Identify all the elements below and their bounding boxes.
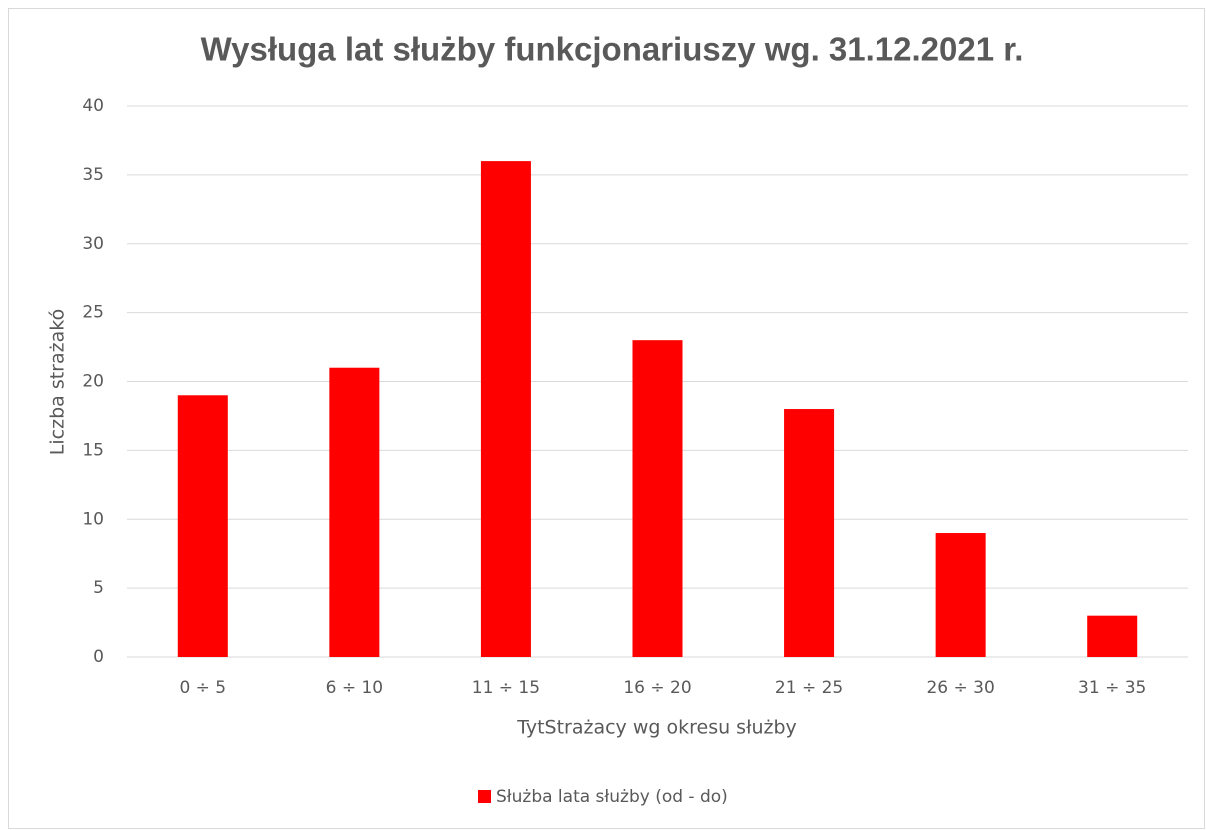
y-tick-label: 0 xyxy=(93,647,104,667)
bar xyxy=(632,340,683,657)
y-tick-label: 35 xyxy=(82,165,104,185)
y-tick-label: 40 xyxy=(82,96,104,116)
x-tick-label: 26 ÷ 30 xyxy=(926,678,994,698)
y-tick-label: 15 xyxy=(82,440,104,460)
x-axis-title: TytStrażacy wg okresu służby xyxy=(516,717,797,739)
x-tick-label: 6 ÷ 10 xyxy=(326,678,384,698)
y-tick-label: 5 xyxy=(93,578,104,598)
bar xyxy=(1087,615,1138,657)
y-tick-label: 10 xyxy=(82,509,104,529)
x-tick-label: 11 ÷ 15 xyxy=(472,678,540,698)
y-tick-label: 30 xyxy=(82,234,104,254)
bar xyxy=(177,395,228,657)
x-tick-label: 16 ÷ 20 xyxy=(623,678,691,698)
bar xyxy=(784,409,835,657)
bar xyxy=(329,367,380,657)
y-tick-label: 25 xyxy=(82,303,104,323)
x-tick-label: 0 ÷ 5 xyxy=(179,678,226,698)
y-axis-title: Liczba strażakó xyxy=(47,309,69,455)
legend-label: Służba lata służby (od - do) xyxy=(496,787,728,807)
bar xyxy=(935,533,986,657)
x-tick-label: 31 ÷ 35 xyxy=(1078,678,1146,698)
legend-swatch xyxy=(478,790,491,803)
chart-title: Wysługa lat służby funkcjonariuszy wg. 3… xyxy=(201,31,1024,68)
y-tick-label: 20 xyxy=(82,372,104,392)
bar xyxy=(480,161,531,657)
x-tick-label: 21 ÷ 25 xyxy=(775,678,843,698)
